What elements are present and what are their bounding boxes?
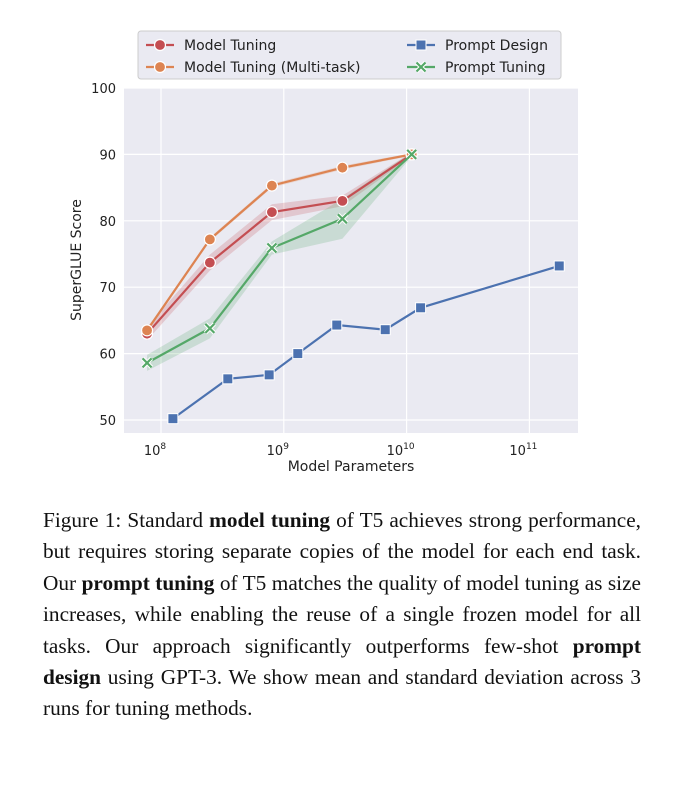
y-tick-labels: 50 60 70 80 90 100 — [91, 82, 116, 429]
marker-x-stroke — [141, 357, 153, 369]
y-tick-label: 90 — [99, 148, 116, 163]
point-model-tuning-multi-task — [265, 179, 278, 192]
marker-x-stroke — [337, 213, 348, 225]
y-tick-label: 100 — [91, 82, 116, 97]
legend: Model Tuning Model Tuning (Multi-task) Pro… — [137, 30, 562, 80]
point-model-tuning-multi-task — [203, 233, 216, 246]
point-prompt-tuning — [405, 148, 418, 161]
x-axis-label: Model Parameters — [288, 459, 415, 475]
caption-label: Figure 1: — [43, 508, 122, 532]
caption-bold-prompt-tuning: prompt tuning — [81, 570, 215, 595]
y-tick-label: 50 — [99, 414, 116, 429]
point-model-tuning-multi-task — [336, 161, 349, 174]
marker-x-stroke — [266, 242, 278, 254]
caption-text-4: using GPT-3. We show mean and standard d… — [43, 665, 641, 721]
legend-marker-model-tuning-multi-task — [153, 60, 167, 74]
x-tick-label: 1011 — [509, 442, 537, 459]
figure-1: 50 60 70 80 90 100 108 109 1010 1011 Model Param… — [69, 30, 578, 475]
point-model-tuning — [203, 256, 216, 269]
line-prompt-design — [172, 264, 560, 420]
legend-label-model-tuning-multi-task: Model Tuning (Multi-task) — [184, 60, 360, 76]
point-prompt-design — [331, 319, 343, 331]
legend-marker-prompt-tuning — [415, 61, 427, 73]
point-prompt-tuning — [141, 356, 154, 369]
marker-x-stroke — [415, 61, 427, 73]
marker-x-stroke — [406, 149, 417, 160]
x-tick-labels: 108 109 1010 1011 — [144, 442, 538, 459]
legend-label-model-tuning: Model Tuning — [184, 38, 276, 54]
point-model-tuning — [265, 206, 278, 219]
point-prompt-design — [415, 302, 427, 314]
figure-caption: Figure 1: Standard model tuning of T5 ac… — [43, 505, 641, 725]
marker-x-stroke — [204, 323, 216, 334]
plot-area — [124, 88, 578, 433]
point-prompt-design — [379, 324, 391, 336]
caption-bold-prompt-design: prompt design — [43, 633, 641, 690]
point-prompt-design — [553, 260, 565, 272]
x-tick-label: 109 — [267, 442, 290, 459]
point-prompt-tuning — [336, 212, 349, 225]
x-tick-label: 1010 — [387, 442, 415, 459]
point-model-tuning — [336, 194, 349, 207]
caption-bold-model-tuning: model tuning — [209, 508, 331, 532]
y-tick-label: 80 — [99, 215, 116, 230]
caption-text-2: of T5 achieves strong performance, but r… — [43, 508, 641, 595]
point-prompt-design — [292, 348, 304, 360]
y-tick-label: 60 — [99, 348, 116, 363]
x-tick-label: 108 — [144, 442, 167, 459]
legend-box — [137, 30, 562, 80]
legend-label-prompt-tuning: Prompt Tuning — [445, 60, 546, 76]
point-model-tuning-multi-task — [140, 324, 154, 337]
point-prompt-tuning — [203, 322, 216, 335]
caption-text-1: Standard — [121, 508, 210, 532]
superglue-chart: 50 60 70 80 90 100 108 109 1010 1011 Model Param… — [69, 30, 578, 475]
point-prompt-design — [222, 373, 234, 385]
band-prompt-tuning — [147, 152, 412, 371]
point-prompt-design — [263, 369, 275, 381]
y-axis-label: SuperGLUE Score — [69, 199, 85, 321]
legend-marker-model-tuning — [153, 38, 167, 52]
series-markers — [140, 148, 565, 425]
point-prompt-tuning — [265, 242, 278, 255]
y-tick-label: 70 — [99, 281, 116, 296]
grid-lines — [124, 87, 578, 433]
caption-text-3: of T5 matches the quality of model tunin… — [43, 570, 641, 658]
legend-label-prompt-design: Prompt Design — [445, 38, 548, 54]
legend-marker-prompt-design — [415, 39, 427, 51]
point-prompt-design — [167, 413, 179, 425]
